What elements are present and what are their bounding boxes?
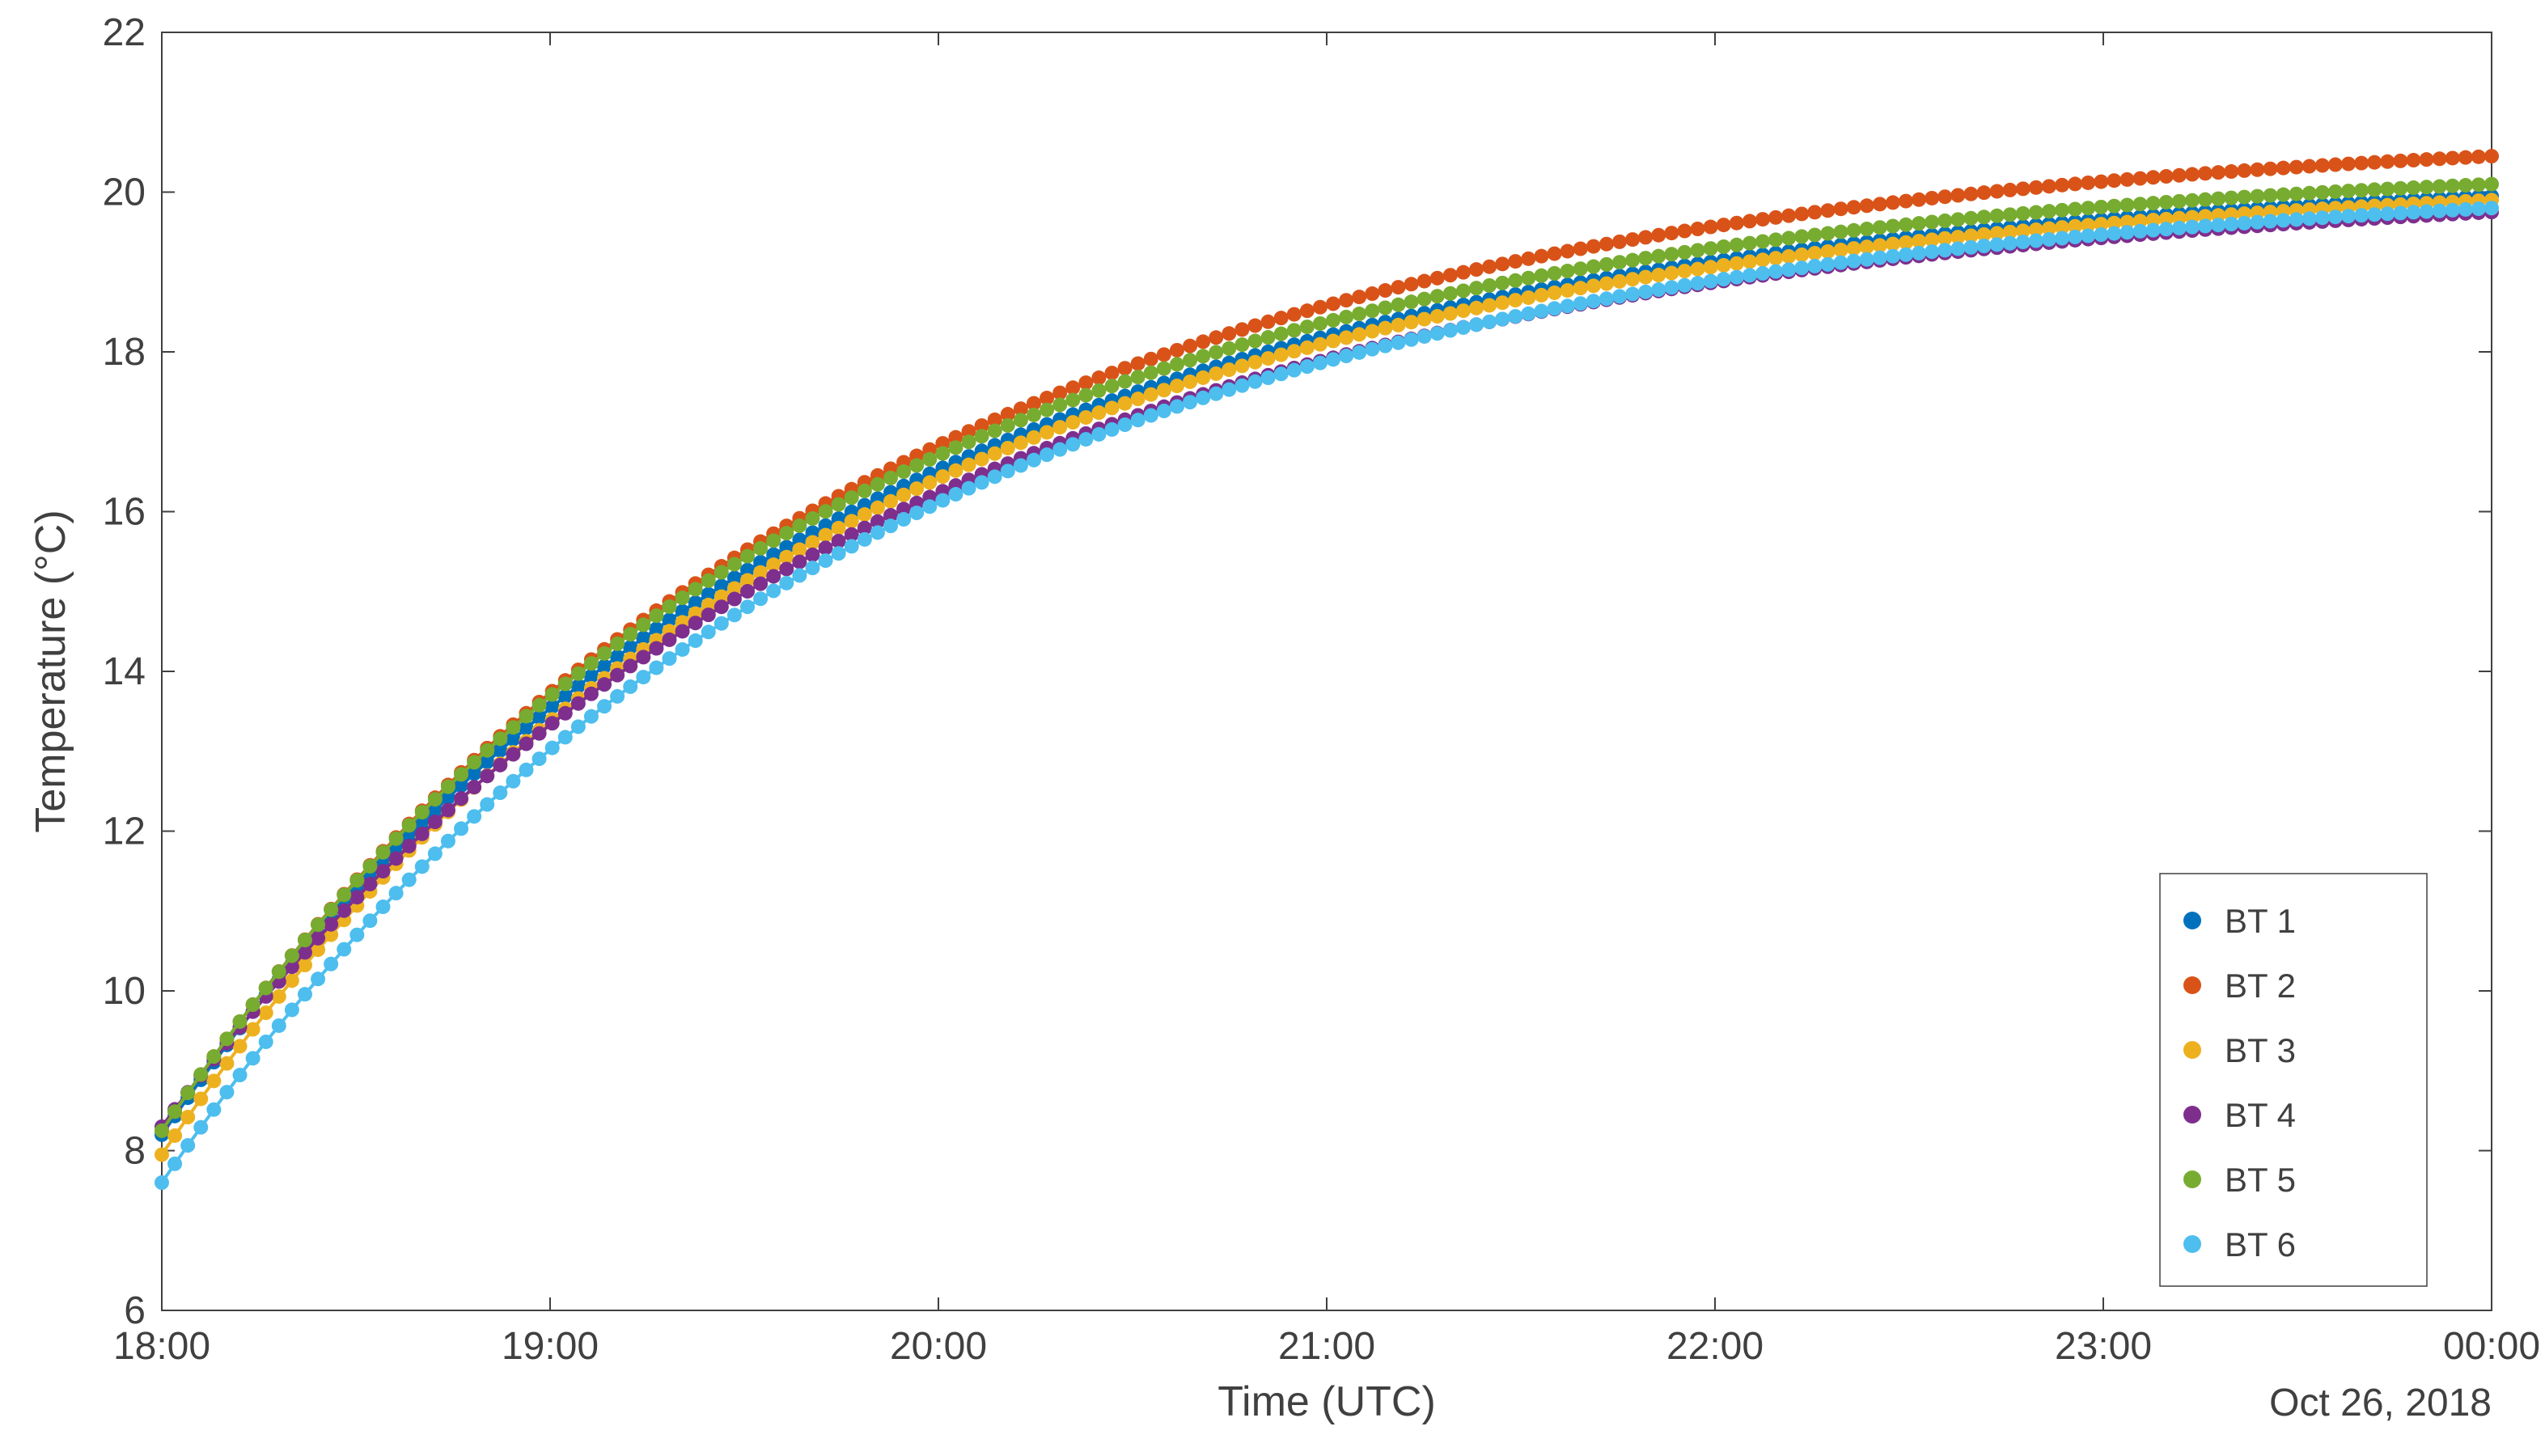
legend-marker xyxy=(2183,976,2201,994)
temperature-chart: 18:0019:0020:0021:0022:0023:0000:0068101… xyxy=(0,0,2545,1456)
y-tick-label: 6 xyxy=(124,1289,146,1332)
legend-label: BT 6 xyxy=(2225,1225,2296,1263)
x-tick-label: 23:00 xyxy=(2055,1325,2152,1368)
x-tick-label: 21:00 xyxy=(1278,1325,1375,1368)
y-tick-label: 8 xyxy=(124,1130,146,1173)
y-tick-label: 20 xyxy=(103,171,146,214)
x-tick-label: 22:00 xyxy=(1666,1325,1764,1368)
x-axis-label: Time (UTC) xyxy=(1217,1378,1436,1425)
legend-marker xyxy=(2183,1235,2201,1253)
series-6 xyxy=(155,201,2499,1190)
series-1 xyxy=(155,188,2499,1141)
legend: BT 1 BT 2 BT 3 BT 4 BT 5 BT 6 xyxy=(2160,874,2427,1286)
x-tick-label: 00:00 xyxy=(2443,1325,2540,1368)
legend-marker xyxy=(2183,1106,2201,1124)
series-group xyxy=(155,149,2499,1190)
series-2 xyxy=(155,149,2499,1138)
series-3 xyxy=(155,193,2499,1162)
legend-marker xyxy=(2183,912,2201,929)
y-tick-label: 16 xyxy=(103,491,146,534)
legend-label: BT 4 xyxy=(2225,1096,2296,1134)
legend-marker xyxy=(2183,1041,2201,1059)
x-tick-label: 20:00 xyxy=(890,1325,987,1368)
y-tick-label: 10 xyxy=(103,970,146,1013)
y-tick-label: 22 xyxy=(103,11,146,54)
chart-svg: 18:0019:0020:0021:0022:0023:0000:0068101… xyxy=(0,0,2545,1456)
legend-label: BT 5 xyxy=(2225,1161,2296,1199)
y-tick-label: 12 xyxy=(103,811,146,853)
y-tick-label: 18 xyxy=(103,331,146,374)
series-5 xyxy=(155,177,2499,1138)
date-label: Oct 26, 2018 xyxy=(2269,1382,2492,1424)
x-tick-label: 19:00 xyxy=(502,1325,599,1368)
y-axis-label: Temperature (°C) xyxy=(28,510,74,832)
legend-label: BT 2 xyxy=(2225,967,2296,1005)
legend-label: BT 3 xyxy=(2225,1031,2296,1069)
legend-marker xyxy=(2183,1170,2201,1188)
legend-label: BT 1 xyxy=(2225,902,2296,940)
y-tick-label: 14 xyxy=(103,650,146,693)
